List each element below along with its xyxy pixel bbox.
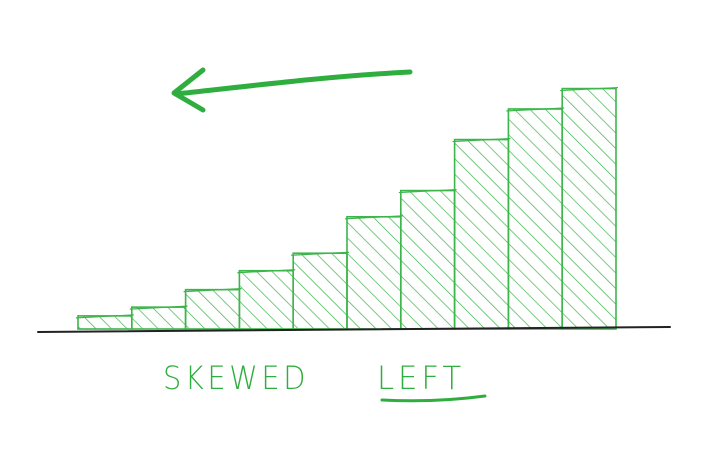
arrow-head (171, 67, 206, 113)
bar-3 (184, 288, 241, 330)
caption-left-underline (380, 394, 487, 403)
bar-2-sketch-edge (129, 305, 188, 310)
bar-6-sketch-edge (344, 215, 403, 220)
bar-10-sketch-edge (560, 86, 619, 92)
bar-9 (507, 108, 563, 330)
bar-5-sketch-edge (291, 251, 350, 256)
bar-10 (561, 87, 617, 330)
bar-1-sketch-edge (75, 314, 134, 319)
caption-left: LEFT (377, 359, 465, 397)
arrow-shaft (173, 69, 413, 97)
bar-4 (238, 269, 294, 330)
bar-3-sketch-edge (183, 288, 242, 293)
bar-5 (292, 252, 348, 330)
bars-group (75, 86, 619, 330)
bar-8 (453, 138, 510, 330)
caption-skewed: SKEWED (163, 359, 309, 397)
bar-4-sketch-edge (237, 269, 296, 274)
left-arrow-annotation (171, 67, 413, 113)
x-axis-baseline (37, 326, 671, 333)
bar-7-sketch-edge (398, 188, 457, 194)
bar-8-sketch-edge (452, 137, 511, 143)
bar-7 (399, 189, 456, 330)
bar-6 (346, 216, 402, 330)
bar-2 (131, 306, 187, 330)
bar-9-sketch-edge (506, 107, 565, 112)
